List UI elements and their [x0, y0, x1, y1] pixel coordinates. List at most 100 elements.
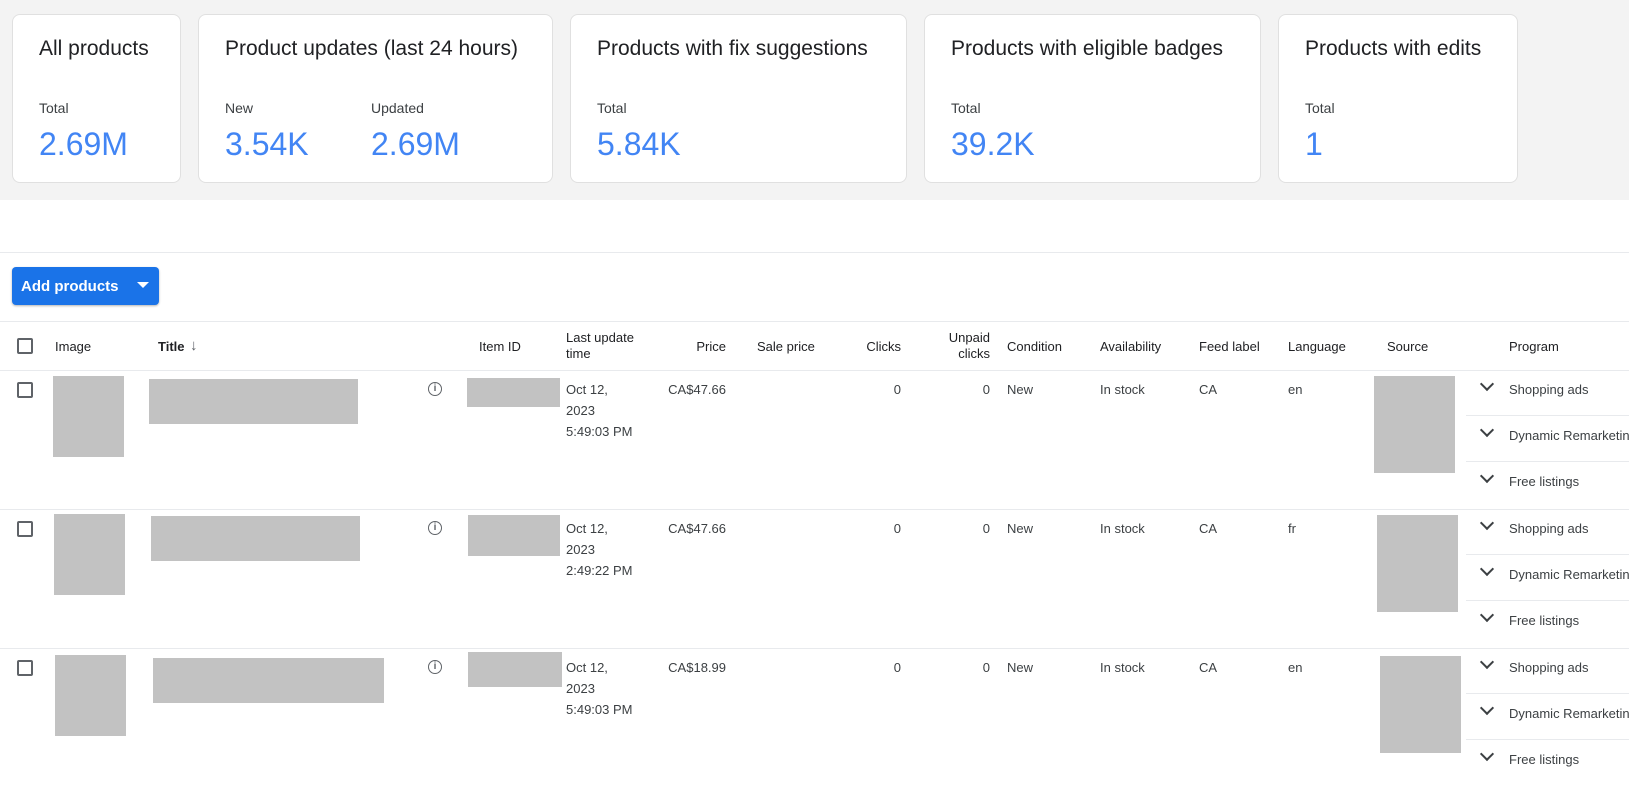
header-language: Language [1288, 339, 1346, 354]
add-products-label: Add products [21, 277, 119, 295]
chevron-down-icon[interactable] [1479, 700, 1495, 716]
header-last-update-2: time [566, 346, 591, 361]
select-all-checkbox[interactable] [17, 338, 33, 354]
update-year: 2023 [566, 403, 595, 418]
row-checkbox[interactable] [17, 521, 33, 537]
header-clicks: Clicks [866, 339, 901, 354]
condition: New [1007, 660, 1034, 675]
metric-value: 1 [1305, 126, 1323, 162]
unpaid-clicks: 0 [982, 382, 990, 397]
header-condition: Condition [1007, 339, 1062, 354]
chevron-down-icon[interactable] [1479, 515, 1495, 531]
card-product-updates[interactable]: Product updates (last 24 hours) New 3.54K… [198, 14, 553, 183]
program-divider [1466, 461, 1629, 462]
program-name[interactable]: Shopping ads [1509, 382, 1589, 397]
add-products-button[interactable]: Add products [12, 267, 159, 305]
info-icon[interactable]: i [428, 382, 442, 396]
metric-label: Total [39, 100, 69, 116]
header-title[interactable]: Title [158, 339, 185, 354]
dropdown-caret-icon[interactable] [137, 282, 149, 288]
program-name[interactable]: Shopping ads [1509, 660, 1589, 675]
program-divider [1466, 600, 1629, 601]
source-redacted [1380, 656, 1461, 753]
metric-label: Total [597, 100, 627, 116]
row-checkbox[interactable] [17, 660, 33, 676]
metric-label: Total [1305, 100, 1335, 116]
availability: In stock [1100, 521, 1145, 536]
update-time: 5:49:03 PM [566, 702, 633, 717]
row-divider [0, 509, 1629, 510]
header-image: Image [55, 339, 92, 354]
card-title: Products with eligible badges [951, 37, 1223, 60]
card-eligible-badges[interactable]: Products with eligible badges Total 39.2K [924, 14, 1261, 183]
metric-value: 39.2K [951, 126, 1035, 162]
header-item-id: Item ID [479, 339, 521, 354]
metric-value: 5.84K [597, 126, 681, 162]
row-checkbox[interactable] [17, 382, 33, 398]
source-redacted [1377, 515, 1458, 612]
item-id-redacted [467, 378, 560, 407]
chevron-down-icon[interactable] [1479, 746, 1495, 762]
card-all-products[interactable]: All products Total 2.69M [12, 14, 181, 183]
product-title-redacted[interactable] [149, 379, 358, 424]
update-year: 2023 [566, 542, 595, 557]
feed-label: CA [1199, 382, 1218, 397]
info-icon[interactable]: i [428, 521, 442, 535]
availability: In stock [1100, 660, 1145, 675]
clicks: 0 [893, 382, 901, 397]
sort-arrow-down-icon[interactable]: ↓ [190, 337, 198, 354]
product-image [55, 655, 126, 736]
row-divider [0, 648, 1629, 649]
card-title: Products with fix suggestions [597, 37, 868, 60]
price: CA$18.99 [668, 660, 726, 675]
source-redacted [1374, 376, 1455, 473]
metric-value: 3.54K [225, 126, 309, 162]
header-availability: Availability [1100, 339, 1162, 354]
header-source: Source [1387, 339, 1429, 354]
product-title-redacted[interactable] [153, 658, 384, 703]
language: en [1288, 382, 1303, 397]
chevron-down-icon[interactable] [1479, 561, 1495, 577]
feed-label: CA [1199, 660, 1218, 675]
chevron-down-icon[interactable] [1479, 422, 1495, 438]
divider [0, 370, 1629, 371]
update-time: 5:49:03 PM [566, 424, 633, 439]
program-name[interactable]: Dynamic Remarketing [1509, 428, 1629, 443]
program-name[interactable]: Dynamic Remarketing [1509, 706, 1629, 721]
chevron-down-icon[interactable] [1479, 468, 1495, 484]
chevron-down-icon[interactable] [1479, 607, 1495, 623]
program-name[interactable]: Free listings [1509, 752, 1580, 767]
program-name[interactable]: Shopping ads [1509, 521, 1589, 536]
card-title: All products [39, 37, 149, 60]
card-fix-suggestions[interactable]: Products with fix suggestions Total 5.84K [570, 14, 907, 183]
program-name[interactable]: Free listings [1509, 613, 1580, 628]
metric-label: Total [951, 100, 981, 116]
header-feed-label: Feed label [1199, 339, 1260, 354]
header-unpaid-clicks-2: clicks [958, 346, 990, 361]
card-edits[interactable]: Products with edits Total 1 [1278, 14, 1518, 183]
price: CA$47.66 [668, 382, 726, 397]
unpaid-clicks: 0 [982, 660, 990, 675]
header-last-update: Last update [566, 330, 634, 345]
item-id-redacted [468, 515, 560, 556]
program-name[interactable]: Free listings [1509, 474, 1580, 489]
header-price: Price [696, 339, 726, 354]
program-name[interactable]: Dynamic Remarketing [1509, 567, 1629, 582]
update-date: Oct 12, [566, 382, 608, 397]
clicks: 0 [893, 660, 901, 675]
header-unpaid-clicks: Unpaid [948, 330, 990, 345]
info-icon[interactable]: i [428, 660, 442, 674]
metric-label: Updated [371, 100, 424, 116]
header-program: Program [1509, 339, 1559, 354]
product-image [54, 514, 125, 595]
condition: New [1007, 521, 1034, 536]
chevron-down-icon[interactable] [1479, 376, 1495, 392]
product-title-redacted[interactable] [151, 516, 360, 561]
feed-label: CA [1199, 521, 1218, 536]
divider [0, 321, 1629, 322]
metric-value: 2.69M [371, 126, 460, 162]
chevron-down-icon[interactable] [1479, 654, 1495, 670]
update-time: 2:49:22 PM [566, 563, 633, 578]
divider [0, 252, 1629, 253]
card-title: Product updates (last 24 hours) [225, 37, 518, 60]
